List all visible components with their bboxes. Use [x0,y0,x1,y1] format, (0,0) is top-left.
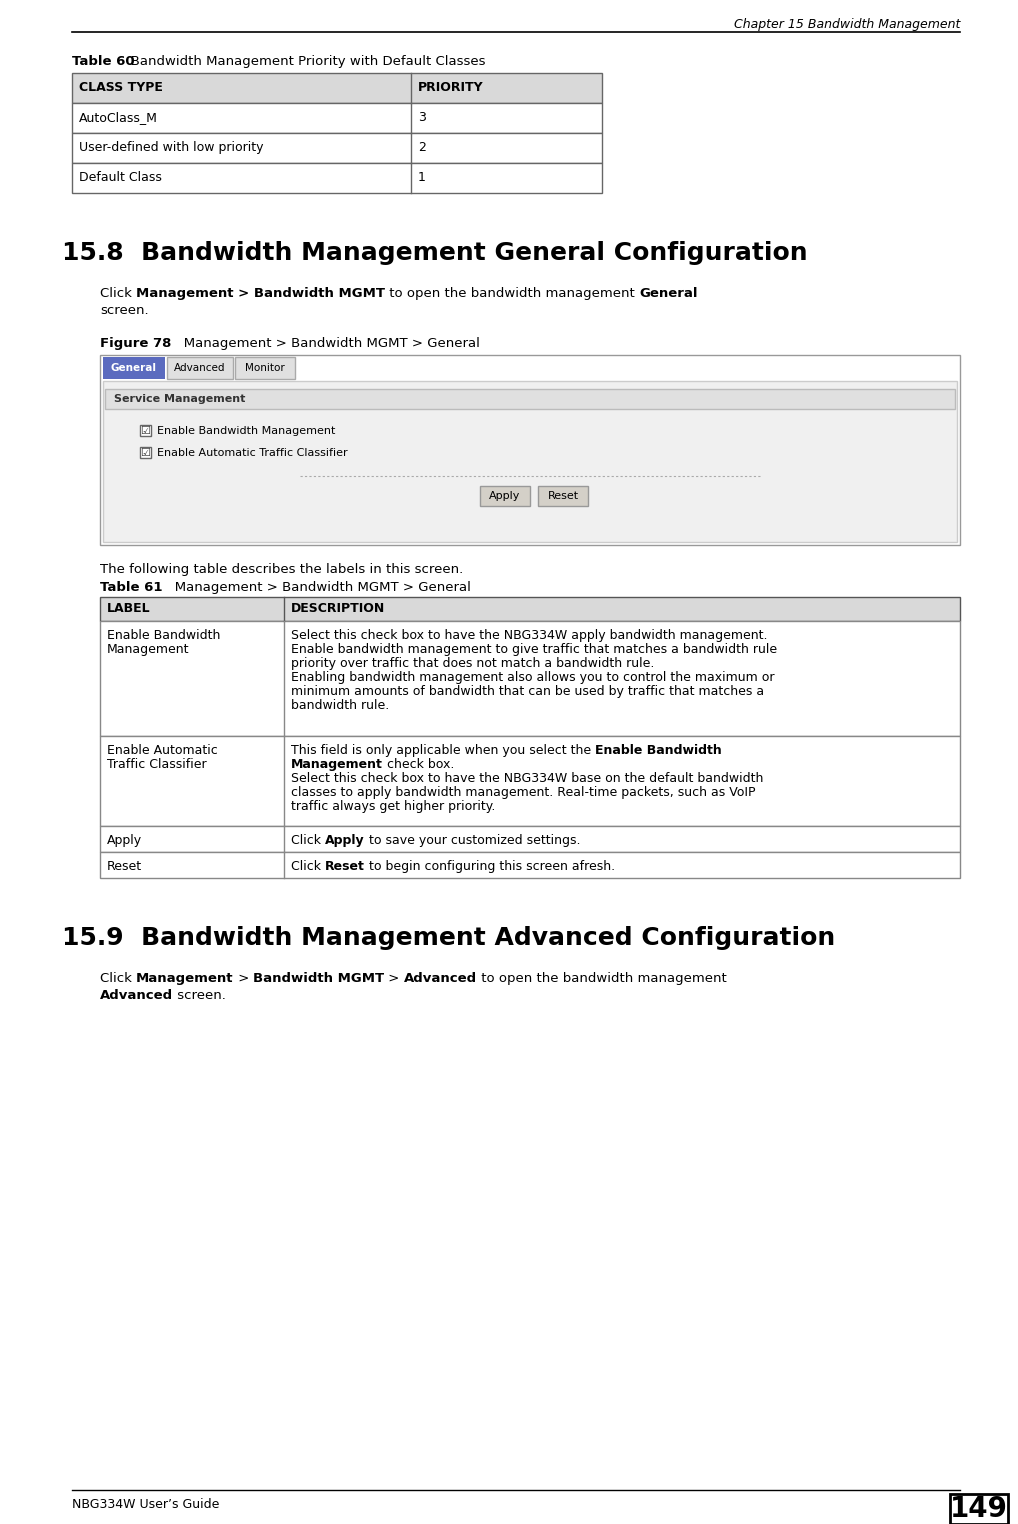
Text: bandwidth rule.: bandwidth rule. [291,700,389,712]
Text: Advanced: Advanced [404,972,477,985]
Bar [72,133,602,163]
Text: Traffic Classifier: Traffic Classifier [107,757,207,771]
Text: CLASS TYPE: CLASS TYPE [79,81,163,94]
Text: to open the bandwidth management: to open the bandwidth management [385,287,639,300]
Text: Select this check box to have the NBG334W base on the default bandwidth: Select this check box to have the NBG334… [291,773,764,785]
Text: LABEL: LABEL [107,602,151,616]
Text: Apply: Apply [325,834,364,847]
Text: 149: 149 [950,1495,1008,1522]
Text: 3: 3 [418,111,426,123]
Text: General: General [111,363,157,373]
Bar [100,826,960,852]
Bar [72,104,602,133]
Bar [538,486,588,506]
Text: Enable Automatic: Enable Automatic [107,744,218,757]
Text: Management > Bandwidth MGMT: Management > Bandwidth MGMT [136,287,385,300]
Text: Management > Bandwidth MGMT > General: Management > Bandwidth MGMT > General [163,581,471,594]
Bar [100,597,960,620]
Text: ☑: ☑ [140,425,151,436]
Text: 2: 2 [418,142,426,154]
Text: Service Management: Service Management [114,395,245,404]
Bar [235,357,295,379]
Text: Bandwidth MGMT: Bandwidth MGMT [253,972,385,985]
Text: to begin configuring this screen afresh.: to begin configuring this screen afresh. [364,860,615,873]
Bar [72,163,602,194]
Bar [480,486,530,506]
Bar [100,736,960,826]
Text: Table 61: Table 61 [100,581,163,594]
Text: Management > Bandwidth MGMT > General: Management > Bandwidth MGMT > General [171,337,480,351]
Text: This field is only applicable when you select the: This field is only applicable when you s… [291,744,596,757]
Bar [72,73,602,104]
Text: >: > [233,972,253,985]
Text: AutoClass_M: AutoClass_M [79,111,158,123]
Text: to save your customized settings.: to save your customized settings. [364,834,580,847]
Text: NBG334W User’s Guide: NBG334W User’s Guide [72,1498,219,1510]
Text: ☑: ☑ [140,448,151,457]
Text: Monitor: Monitor [245,363,285,373]
Text: The following table describes the labels in this screen.: The following table describes the labels… [100,562,463,576]
Text: Advanced: Advanced [100,989,173,1001]
Text: Management: Management [291,757,383,771]
Text: Apply: Apply [107,834,143,847]
Text: Select this check box to have the NBG334W apply bandwidth management.: Select this check box to have the NBG334… [291,629,768,642]
Bar [103,381,957,543]
Text: screen.: screen. [100,303,149,317]
Bar [950,1494,1008,1524]
Text: Click: Click [100,287,136,300]
Text: Chapter 15 Bandwidth Management: Chapter 15 Bandwidth Management [734,18,960,30]
Text: check box.: check box. [383,757,454,771]
Bar [167,357,233,379]
Text: Enable Automatic Traffic Classifier: Enable Automatic Traffic Classifier [157,448,347,457]
Text: DESCRIPTION: DESCRIPTION [291,602,385,616]
Text: 15.8  Bandwidth Management General Configuration: 15.8 Bandwidth Management General Config… [62,241,807,265]
Text: to open the bandwidth management: to open the bandwidth management [477,972,727,985]
Text: Management: Management [107,643,189,655]
Text: 15.9  Bandwidth Management Advanced Configuration: 15.9 Bandwidth Management Advanced Confi… [62,927,835,949]
Text: Click: Click [291,834,325,847]
Bar [140,447,151,459]
Text: Bandwidth Management Priority with Default Classes: Bandwidth Management Priority with Defau… [118,55,486,69]
Text: traffic always get higher priority.: traffic always get higher priority. [291,800,496,812]
Text: >: > [385,972,404,985]
Bar [100,355,960,546]
Text: Enable Bandwidth: Enable Bandwidth [107,629,220,642]
Bar [100,852,960,878]
Text: Enable Bandwidth: Enable Bandwidth [596,744,722,757]
Bar [103,357,165,379]
Text: Reset: Reset [325,860,364,873]
Text: Table 60: Table 60 [72,55,134,69]
Text: Apply: Apply [490,491,520,501]
Text: Click: Click [291,860,325,873]
Text: Click: Click [100,972,136,985]
Text: Default Class: Default Class [79,171,162,184]
Text: PRIORITY: PRIORITY [418,81,484,94]
Text: Enable bandwidth management to give traffic that matches a bandwidth rule: Enable bandwidth management to give traf… [291,643,777,655]
Text: General: General [639,287,697,300]
Text: Enabling bandwidth management also allows you to control the maximum or: Enabling bandwidth management also allow… [291,671,775,684]
Bar [140,425,151,436]
Text: Reset: Reset [548,491,578,501]
Text: 1: 1 [418,171,426,184]
Text: User-defined with low priority: User-defined with low priority [79,142,264,154]
Text: minimum amounts of bandwidth that can be used by traffic that matches a: minimum amounts of bandwidth that can be… [291,684,765,698]
Text: priority over traffic that does not match a bandwidth rule.: priority over traffic that does not matc… [291,657,655,671]
Text: Figure 78: Figure 78 [100,337,171,351]
Text: classes to apply bandwidth management. Real-time packets, such as VoIP: classes to apply bandwidth management. R… [291,786,755,799]
Text: Reset: Reset [107,860,143,873]
Bar [105,389,955,408]
Text: Management: Management [136,972,233,985]
Text: Advanced: Advanced [174,363,226,373]
Text: Enable Bandwidth Management: Enable Bandwidth Management [157,425,335,436]
Text: screen.: screen. [173,989,226,1001]
Bar [100,620,960,736]
